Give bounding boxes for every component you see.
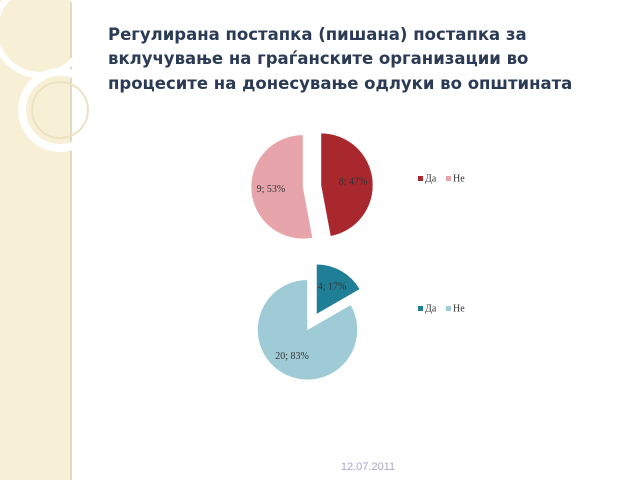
data-label: 9; 53% bbox=[257, 184, 286, 195]
title-line: Регулирана постапка (пишана) постапка за bbox=[108, 25, 527, 44]
legend-swatch bbox=[418, 306, 423, 311]
legend-swatch bbox=[446, 306, 451, 311]
legend-label: Да bbox=[425, 173, 437, 184]
data-label: 20; 83% bbox=[275, 351, 309, 362]
data-label: 4; 17% bbox=[318, 282, 347, 293]
legend-swatch bbox=[446, 176, 451, 181]
pie-slice bbox=[257, 279, 358, 381]
legend-swatch bbox=[418, 176, 423, 181]
data-label: 8; 47% bbox=[339, 176, 368, 187]
pie-slice bbox=[250, 134, 313, 240]
decor-circle bbox=[18, 68, 102, 152]
pie-slice bbox=[316, 263, 361, 315]
title-line: процесите на донесување одлуки во општин… bbox=[108, 74, 572, 93]
date: 12.07.2011 bbox=[341, 461, 395, 473]
legend-label: Да bbox=[425, 303, 437, 314]
decor-circle bbox=[31, 81, 89, 139]
pie-slice bbox=[320, 132, 374, 237]
legend-label: Не bbox=[453, 173, 465, 184]
title-line: вклучување на граѓанските организации во bbox=[108, 49, 528, 68]
legend-label: Не bbox=[453, 303, 465, 314]
